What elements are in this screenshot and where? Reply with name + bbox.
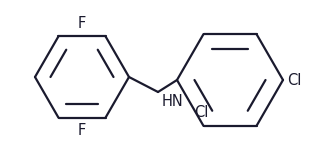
Text: HN: HN xyxy=(162,94,184,109)
Text: F: F xyxy=(78,16,86,31)
Text: F: F xyxy=(78,123,86,138)
Text: Cl: Cl xyxy=(194,105,209,120)
Text: Cl: Cl xyxy=(287,73,301,87)
